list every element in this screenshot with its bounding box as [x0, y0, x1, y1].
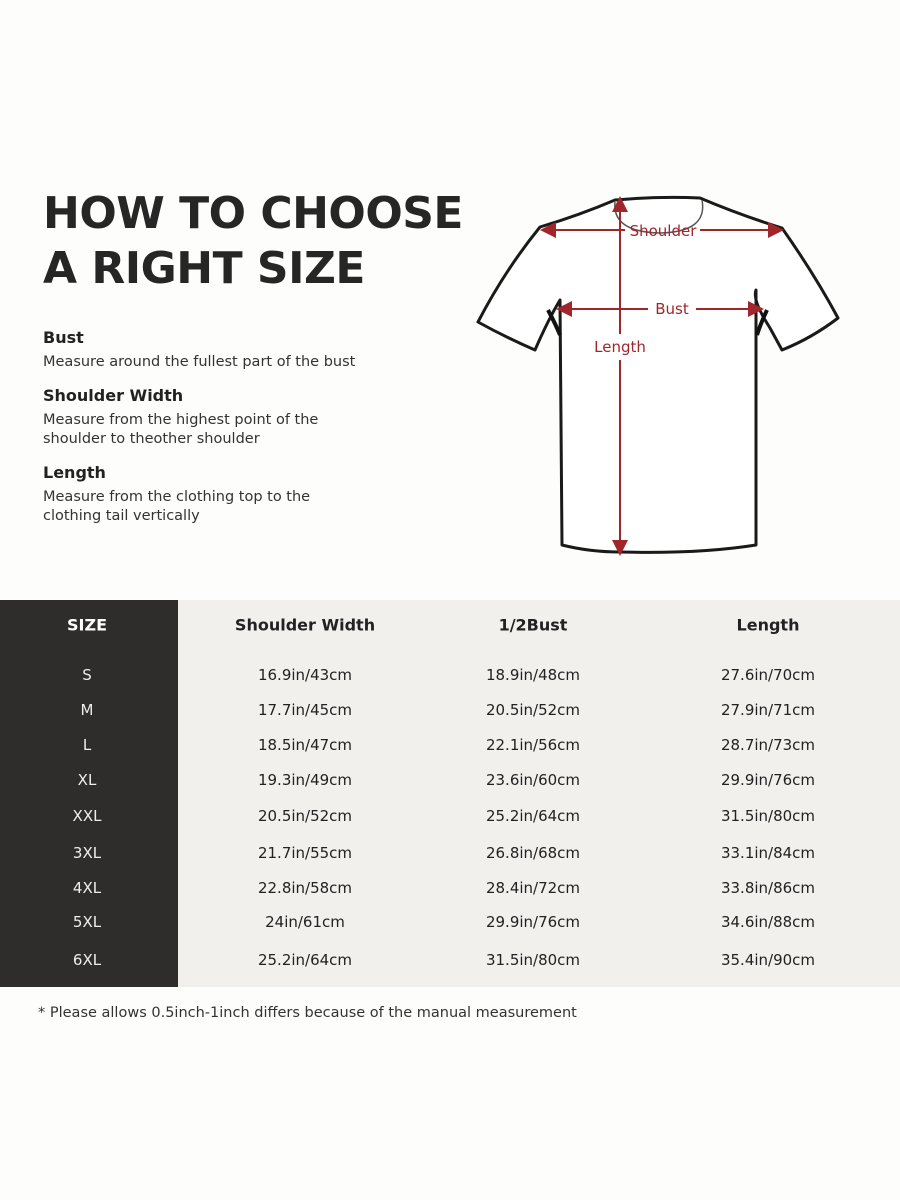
- cell-length: 33.8in/86cm: [720, 879, 816, 897]
- cell-size: 5XL: [72, 913, 102, 931]
- size-table: SIZE Shoulder Width 1/2Bust Length S 16.9in/4…: [0, 600, 900, 987]
- guide-text-shoulder: Measure from the highest point of the sho…: [43, 412, 319, 447]
- tshirt-diagram: Shoulder Bust Length: [476, 195, 840, 556]
- cell-size: XXL: [72, 807, 102, 825]
- cell-half-bust: 31.5in/80cm: [485, 951, 581, 969]
- cell-shoulder-width: 24in/61cm: [265, 913, 345, 931]
- header-half-bust: 1/2Bust: [498, 615, 568, 635]
- tshirt-outline: [476, 195, 840, 554]
- cell-half-bust: 29.9in/76cm: [485, 913, 581, 931]
- cell-half-bust: 23.6in/60cm: [485, 771, 581, 789]
- cell-size: M: [80, 701, 94, 719]
- cell-shoulder-width: 20.5in/52cm: [257, 807, 353, 825]
- guide-text-length: Measure from the clothing top to the clot…: [43, 489, 311, 524]
- measurement-note: * Please allows 0.5inch-1inch differs be…: [38, 1005, 577, 1021]
- page-title: HOW TO CHOOSE A RIGHT SIZE: [43, 186, 464, 296]
- cell-half-bust: 25.2in/64cm: [485, 807, 581, 825]
- title-line-1: HOW TO CHOOSE: [43, 188, 464, 239]
- measurement-guide: Bust Measure around the fullest part of …: [43, 328, 423, 540]
- cell-size: XL: [77, 771, 97, 789]
- guide-heading-length: Length: [43, 463, 106, 482]
- cell-length: 27.9in/71cm: [720, 701, 816, 719]
- cell-length: 31.5in/80cm: [720, 807, 816, 825]
- cell-length: 33.1in/84cm: [720, 844, 816, 862]
- cell-length: 29.9in/76cm: [720, 771, 816, 789]
- cell-length: 28.7in/73cm: [720, 736, 816, 754]
- cell-length: 27.6in/70cm: [720, 666, 816, 684]
- cell-size: 4XL: [72, 879, 102, 897]
- guide-heading-shoulder: Shoulder Width: [43, 386, 184, 405]
- header-shoulder-width: Shoulder Width: [234, 615, 376, 635]
- cell-size: 3XL: [72, 844, 102, 862]
- header-size: SIZE: [66, 615, 108, 635]
- cell-shoulder-width: 18.5in/47cm: [257, 736, 353, 754]
- size-column-background: [0, 600, 178, 987]
- guide-text-bust: Measure around the fullest part of the b…: [43, 354, 356, 370]
- shoulder-label: Shoulder: [630, 222, 698, 240]
- title-line-2: A RIGHT SIZE: [43, 243, 365, 294]
- cell-shoulder-width: 19.3in/49cm: [257, 771, 353, 789]
- cell-half-bust: 20.5in/52cm: [485, 701, 581, 719]
- cell-shoulder-width: 22.8in/58cm: [257, 879, 353, 897]
- cell-shoulder-width: 16.9in/43cm: [257, 666, 353, 684]
- cell-size: 6XL: [72, 951, 102, 969]
- length-label: Length: [594, 338, 646, 356]
- cell-half-bust: 26.8in/68cm: [485, 844, 581, 862]
- cell-half-bust: 18.9in/48cm: [485, 666, 581, 684]
- cell-length: 34.6in/88cm: [720, 913, 816, 931]
- header-length: Length: [736, 615, 800, 635]
- cell-half-bust: 22.1in/56cm: [485, 736, 581, 754]
- cell-size: L: [82, 736, 92, 754]
- cell-shoulder-width: 25.2in/64cm: [257, 951, 353, 969]
- cell-size: S: [82, 666, 92, 684]
- guide-heading-bust: Bust: [43, 328, 84, 347]
- cell-length: 35.4in/90cm: [720, 951, 816, 969]
- cell-half-bust: 28.4in/72cm: [485, 879, 581, 897]
- bust-label: Bust: [655, 300, 689, 318]
- cell-shoulder-width: 21.7in/55cm: [257, 844, 353, 862]
- cell-shoulder-width: 17.7in/45cm: [257, 701, 353, 719]
